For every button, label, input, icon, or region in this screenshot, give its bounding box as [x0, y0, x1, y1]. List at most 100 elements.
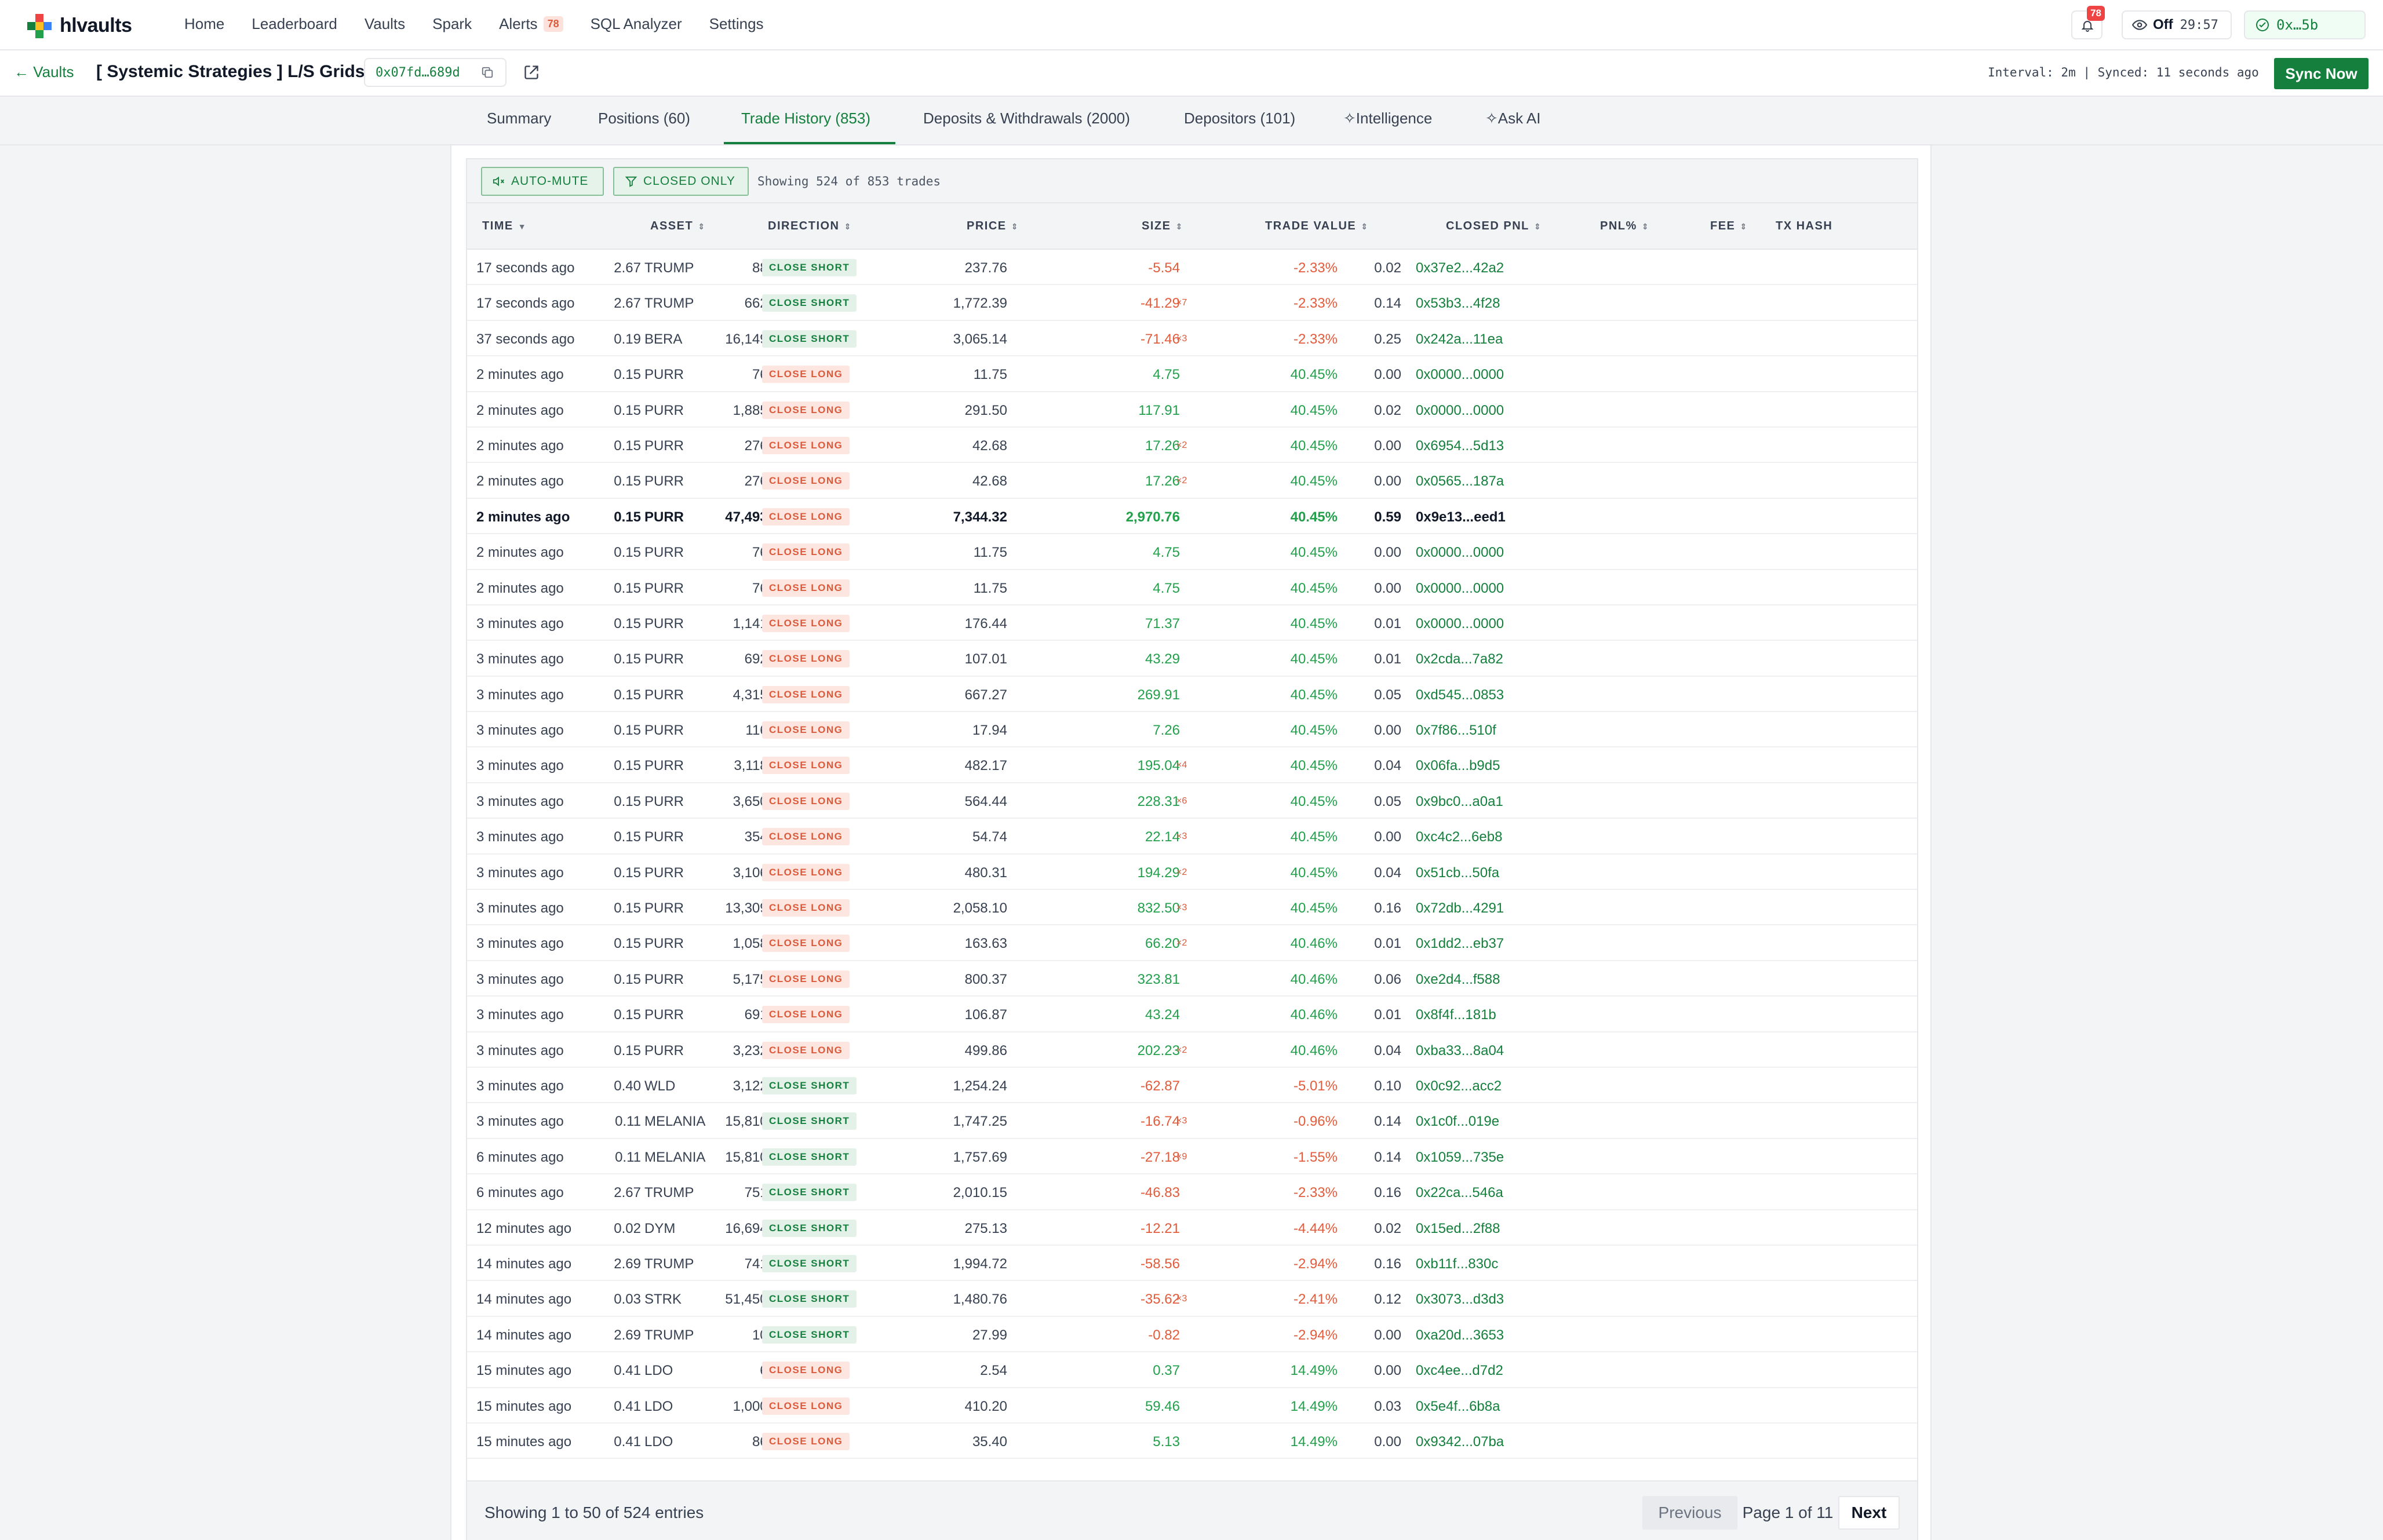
tx-hash-link[interactable]: 0xa20d...3653 — [1416, 1327, 1504, 1343]
tx-hash-link[interactable]: 0xb11f...830c — [1416, 1256, 1499, 1272]
nav-alerts[interactable]: Alerts 78 — [499, 15, 563, 33]
tx-hash-link[interactable]: 0x242a...11ea — [1416, 331, 1503, 347]
tx-hash-link[interactable]: 0x9342...07ba — [1416, 1433, 1504, 1450]
tx-hash-link[interactable]: 0x15ed...2f88 — [1416, 1220, 1500, 1236]
table-row[interactable]: 2 minutes agoPURR0.1576.0011.754.7540.45… — [467, 570, 1917, 605]
tx-hash-link[interactable]: 0xc4c2...6eb8 — [1416, 829, 1503, 845]
back-to-vaults-link[interactable]: ← Vaults — [14, 63, 74, 81]
tab-intelligence[interactable]: ✧Intelligence — [1343, 110, 1432, 127]
tx-hash-link[interactable]: 0x0000...0000 — [1416, 615, 1504, 632]
col-closed-pnl[interactable]: CLOSED PNL ⇕ — [1446, 220, 1542, 233]
table-row[interactable]: 3 minutes agoPURR0.15691.00106.8743.2440… — [467, 997, 1917, 1032]
col-direction[interactable]: DIRECTION ⇕ — [768, 220, 852, 233]
table-row[interactable]: 15 minutes agoLDO0.416.202.540.3714.49%0… — [467, 1352, 1917, 1388]
tx-hash-link[interactable]: 0xc4ee...d7d2 — [1416, 1363, 1503, 1379]
table-row[interactable]: 2 minutes agoPURR0.15276.0042.6817.2640.… — [467, 463, 1917, 499]
table-row[interactable]: 3 minutes ago PURR 0.15 4,315.00 667.27 269.9… — [467, 677, 1917, 713]
table-row[interactable]: 2 minutes ago PURR 0.15 1,885.00 291.50 117.9… — [467, 392, 1917, 428]
sync-now-button[interactable]: Sync Now — [2274, 58, 2369, 89]
tab-trade-history[interactable]: Trade History (853) — [741, 110, 870, 127]
tab-positions[interactable]: Positions (60) — [598, 110, 690, 127]
nav-settings[interactable]: Settings — [709, 15, 764, 32]
tx-hash-link[interactable]: 0x3073...d3d3 — [1416, 1291, 1504, 1308]
table-row[interactable]: 2 minutes agoPURR0.15276.0042.6817.2640.… — [467, 428, 1917, 464]
tx-hash-link[interactable]: 0x1059...735e — [1416, 1149, 1504, 1165]
nav-home[interactable]: Home — [184, 15, 225, 32]
table-row[interactable]: 17 seconds agoTRUMP2.6788.90237.76-5.54-… — [467, 250, 1917, 286]
table-row[interactable]: 2 minutes agoPURR0.1576.0011.754.7540.45… — [467, 356, 1917, 392]
col-price[interactable]: PRICE ⇕ — [967, 220, 1019, 233]
table-row[interactable]: 3 minutes ago MELANIA 0.11 15,810.80 1,747.2… — [467, 1103, 1917, 1139]
table-row[interactable]: 15 minutes ago LDO 0.41 1,000.00 410.20 59.46… — [467, 1388, 1917, 1424]
table-row[interactable]: 3 minutes agoPURR0.15354.0054.7422.1440.… — [467, 819, 1917, 855]
tab-depositors[interactable]: Depositors (101) — [1184, 110, 1296, 127]
tab-summary[interactable]: Summary — [487, 110, 552, 127]
col-time[interactable]: TIME ▼ — [482, 220, 527, 233]
table-row[interactable]: 6 minutes ago MELANIA 0.11 15,810.80 1,757.6… — [467, 1139, 1917, 1175]
table-row[interactable]: 12 minutes ago DYM 0.02 16,694.50 275.13 -12.… — [467, 1210, 1917, 1246]
tx-hash-link[interactable]: 0x37e2...42a2 — [1416, 260, 1504, 276]
col-pnl-pct[interactable]: PNL% ⇕ — [1600, 220, 1649, 233]
table-row[interactable]: 6 minutes agoTRUMP2.67751.602,010.15-46.… — [467, 1174, 1917, 1210]
nav-vaults[interactable]: Vaults — [364, 15, 406, 32]
tx-hash-link[interactable]: 0x5e4f...6b8a — [1416, 1398, 1500, 1414]
tx-hash-link[interactable]: 0x8f4f...181b — [1416, 1007, 1496, 1023]
tx-hash-link[interactable]: 0x53b3...4f28 — [1416, 295, 1500, 312]
table-row[interactable]: 14 minutes ago STRK 0.03 51,450.90 1,480.76-… — [467, 1281, 1917, 1317]
tx-hash-link[interactable]: 0x0565...187a — [1416, 473, 1504, 490]
tx-hash-link[interactable]: 0x51cb...50fa — [1416, 864, 1500, 881]
auto-mute-button[interactable]: AUTO-MUTE — [481, 167, 604, 196]
tx-hash-link[interactable]: 0x22ca...546a — [1416, 1185, 1503, 1201]
table-row[interactable]: 17 seconds agoTRUMP2.67662.701,772.39-41… — [467, 285, 1917, 321]
closed-only-filter-button[interactable]: CLOSED ONLY — [613, 167, 749, 196]
table-row[interactable]: 14 minutes agoTRUMP2.69741.201,994.72-58… — [467, 1246, 1917, 1282]
table-row[interactable]: 3 minutes ago PURR 0.15 3,232.00 499.86 202.2… — [467, 1032, 1917, 1068]
vault-address-chip[interactable]: 0x07fd…689d — [364, 58, 507, 87]
table-row[interactable]: 3 minutes agoPURR0.15692.00107.0143.2940… — [467, 641, 1917, 677]
table-row[interactable]: 15 minutes agoLDO0.4186.3035.405.1314.49… — [467, 1424, 1917, 1459]
wallet-button[interactable]: 0x…5b — [2244, 10, 2366, 39]
tx-hash-link[interactable]: 0x0000...0000 — [1416, 402, 1504, 418]
table-row[interactable]: 37 seconds ago BERA 0.19 16,149.30 3,065.14-… — [467, 321, 1917, 357]
tab-deposits-withdrawals[interactable]: Deposits & Withdrawals (2000) — [923, 110, 1130, 127]
tx-hash-link[interactable]: 0x1dd2...eb37 — [1416, 936, 1504, 952]
table-row[interactable]: 2 minutes ago PURR 0.15 47,493.00 7,344.32 2,… — [467, 499, 1917, 535]
col-trade-value[interactable]: TRADE VALUE ⇕ — [1265, 220, 1368, 233]
table-row[interactable]: 3 minutes ago PURR 0.15 3,650.00 564.44 228.3… — [467, 783, 1917, 819]
tx-hash-link[interactable]: 0x1c0f...019e — [1416, 1114, 1500, 1130]
tx-hash-link[interactable]: 0x0c92...acc2 — [1416, 1078, 1502, 1094]
tx-hash-link[interactable]: 0x0000...0000 — [1416, 580, 1504, 596]
tx-hash-link[interactable]: 0x0000...0000 — [1416, 545, 1504, 561]
table-row[interactable]: 3 minutes ago WLD 0.40 3,122.80 1,254.24 -62.… — [467, 1068, 1917, 1104]
table-row[interactable]: 2 minutes agoPURR0.1576.0011.754.7540.45… — [467, 534, 1917, 570]
table-row[interactable]: 3 minutes ago PURR 0.15 1,141.00 176.44 71.37… — [467, 605, 1917, 641]
tx-hash-link[interactable]: 0x6954...5d13 — [1416, 437, 1504, 454]
table-row[interactable]: 3 minutes ago PURR 0.15 1,058.00 163.63 66.20… — [467, 925, 1917, 961]
brand-logo[interactable]: hlvaults — [27, 14, 132, 38]
tx-hash-link[interactable]: 0x0000...0000 — [1416, 367, 1504, 383]
tx-hash-link[interactable]: 0xe2d4...f588 — [1416, 971, 1500, 987]
tab-ask-ai[interactable]: ✧Ask AI — [1485, 110, 1541, 127]
copy-icon[interactable] — [481, 66, 494, 79]
tx-hash-link[interactable]: 0x2cda...7a82 — [1416, 651, 1503, 667]
tx-hash-link[interactable]: 0x06fa...b9d5 — [1416, 758, 1500, 774]
table-row[interactable]: 3 minutes ago PURR 0.15 13,309.00 2,058.10 83… — [467, 890, 1917, 926]
table-row[interactable]: 3 minutes agoPURR0.15116.0017.947.2640.4… — [467, 712, 1917, 748]
tx-hash-link[interactable]: 0x72db...4291 — [1416, 900, 1504, 917]
external-link-icon[interactable] — [523, 64, 540, 81]
col-asset[interactable]: ASSET ⇕ — [650, 220, 705, 233]
table-row[interactable]: 14 minutes agoTRUMP2.6910.4027.99-0.82-2… — [467, 1317, 1917, 1353]
nav-spark[interactable]: Spark — [432, 15, 472, 32]
tx-hash-link[interactable]: 0xd545...0853 — [1416, 687, 1504, 703]
col-fee[interactable]: FEE ⇕ — [1710, 220, 1748, 233]
watch-toggle-button[interactable]: Off 29:57 — [2122, 10, 2232, 39]
nav-leaderboard[interactable]: Leaderboard — [252, 15, 337, 32]
table-row[interactable]: 3 minutes ago PURR 0.15 3,118.00 482.17 195.0… — [467, 747, 1917, 783]
next-page-button[interactable]: Next — [1838, 1496, 1900, 1530]
notifications-button[interactable]: 78 — [2071, 6, 2105, 39]
tx-hash-link[interactable]: 0x9e13...eed1 — [1416, 509, 1506, 525]
tx-hash-link[interactable]: 0x7f86...510f — [1416, 722, 1496, 739]
tx-hash-link[interactable]: 0xba33...8a04 — [1416, 1042, 1504, 1059]
previous-page-button[interactable]: Previous — [1642, 1496, 1737, 1530]
tx-hash-link[interactable]: 0x9bc0...a0a1 — [1416, 793, 1503, 809]
